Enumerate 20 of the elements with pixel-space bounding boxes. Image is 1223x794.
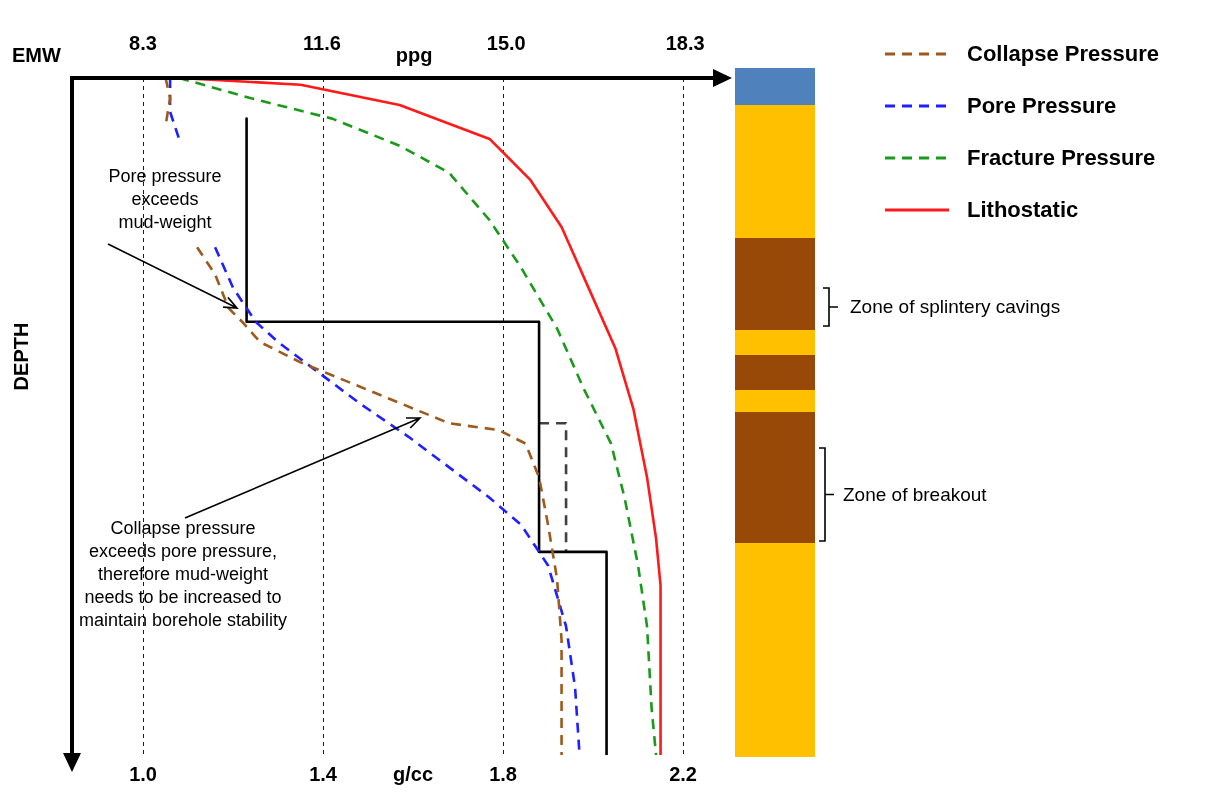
- x-tick-label: 1.8: [489, 762, 517, 785]
- text: Zone of breakout: [843, 482, 987, 507]
- annotation: Pore pressure exceeds mud-weight: [108, 165, 222, 232]
- text: Zone of splintery cavings: [850, 295, 1061, 319]
- x-tick-label: 1.4: [309, 762, 338, 785]
- x2-tick-label: 15.0: [486, 31, 526, 54]
- x2-tick-label: 11.6: [303, 31, 341, 54]
- legend-label: Pore Pressure: [967, 93, 1117, 119]
- x2-axis-title: ppg: [395, 43, 433, 66]
- x-tick-label: 2.2: [669, 762, 697, 785]
- x2-tick-label: 18.3: [665, 31, 705, 54]
- legend-label: Fracture Pressure: [967, 145, 1156, 171]
- legend-label: Collapse Pressure: [967, 41, 1159, 67]
- x-tick-label: 1.0: [129, 762, 157, 785]
- legend-label: Lithostatic: [967, 197, 1079, 223]
- x2-tick-label: 8.3: [129, 31, 157, 54]
- y-axis-title: DEPTH: [9, 322, 32, 391]
- text: EMW: [12, 43, 61, 66]
- x-axis-title: g/cc: [393, 762, 434, 785]
- annotation: Collapse pressure exceeds pore pressure, therefore mud-weight needs to be increased to maintain borehole stability: [78, 517, 288, 630]
